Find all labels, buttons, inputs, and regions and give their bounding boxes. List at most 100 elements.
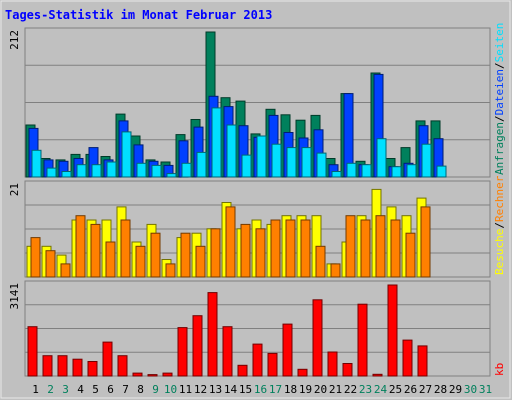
bar-rechner-day-9 [151,233,160,277]
bar-kb-day-22 [343,364,352,377]
x-label-day-24: 24 [374,383,388,396]
bar-kb-day-6 [103,342,112,376]
x-label-day-13: 13 [209,383,222,396]
legend-separator: / [493,115,506,122]
bar-kb-day-7 [118,356,127,376]
bar-rechner-day-16 [256,229,265,277]
bar-seiten-day-10 [167,174,176,177]
legend-kb: kb [493,363,506,376]
x-label-day-23: 23 [359,383,372,396]
bar-rechner-day-14 [226,207,235,277]
bar-rechner-day-11 [181,233,190,277]
bar-seiten-day-23 [362,165,371,177]
bar-kb-day-24 [373,374,382,376]
legend-item-rechner: Rechner [493,175,506,222]
x-label-day-30: 30 [464,383,477,396]
bar-rechner-day-20 [316,246,325,277]
bar-rechner-day-26 [406,233,415,277]
panel-visits: 21 [8,181,490,277]
bar-seiten-day-3 [62,172,71,178]
bar-kb-day-18 [283,324,292,376]
legend-item-besuche: Besuche [493,229,506,275]
x-label-day-29: 29 [449,383,462,396]
legend-separator: / [493,62,506,69]
bar-seiten-day-8 [137,163,146,177]
bar-rechner-day-7 [121,220,130,277]
bar-seiten-day-14 [227,125,236,177]
x-label-day-4: 4 [77,383,84,396]
legend-hits: Anfragen/Dateien/Seiten [493,23,506,175]
x-label-day-16: 16 [254,383,267,396]
x-label-day-5: 5 [92,383,99,396]
bar-seiten-day-22 [347,163,356,177]
bar-seiten-day-21 [332,172,341,178]
bar-rechner-day-25 [391,220,400,277]
y-max-label: 21 [8,183,21,196]
bar-kb-day-15 [238,365,247,376]
panel-hits: 212 [8,28,490,177]
legend-separator: / [493,222,506,229]
bar-rechner-day-24 [376,216,385,277]
bar-kb-day-9 [148,375,157,376]
x-label-day-25: 25 [389,383,402,396]
bar-seiten-day-16 [257,136,266,177]
bar-kb-day-19 [298,369,307,376]
bar-rechner-day-15 [241,224,250,277]
x-label-day-28: 28 [434,383,447,396]
bar-seiten-day-13 [212,108,221,177]
bar-kb-day-4 [73,359,82,376]
bar-rechner-day-19 [301,220,310,277]
bar-seiten-day-2 [47,168,56,177]
y-max-label: 212 [8,30,21,50]
bar-seiten-day-17 [272,144,281,177]
bar-seiten-day-27 [422,144,431,177]
bar-seiten-day-28 [437,166,446,177]
legend-top-text: Anfragen/Dateien/Seiten [493,23,506,175]
bar-rechner-day-3 [61,264,70,277]
bar-seiten-day-7 [122,132,131,177]
bar-kb-day-25 [388,285,397,376]
legend-item-dateien: Dateien [493,69,506,115]
bar-kb-day-3 [58,356,67,376]
x-label-day-19: 19 [299,383,312,396]
bar-rechner-day-5 [91,224,100,277]
bar-seiten-day-1 [32,150,41,177]
bar-seiten-day-4 [77,165,86,177]
x-label-day-12: 12 [194,383,207,396]
bar-rechner-day-6 [106,242,115,277]
legend-bot-text: kb [493,363,506,376]
bar-kb-day-2 [43,356,52,376]
panel-kb: 3141 [8,281,490,376]
bar-rechner-day-17 [271,220,280,277]
bar-seiten-day-15 [242,155,251,177]
bar-rechner-day-27 [421,207,430,277]
bar-seiten-day-5 [92,165,101,177]
x-label-day-22: 22 [344,383,357,396]
bar-rechner-day-12 [196,246,205,277]
bar-seiten-day-18 [287,148,296,177]
bar-rechner-day-21 [331,264,340,277]
bar-seiten-day-12 [197,152,206,177]
bar-seiten-day-6 [107,162,116,177]
bar-kb-day-16 [253,344,262,376]
y-max-label: 3141 [8,283,21,310]
bar-kb-day-20 [313,300,322,376]
x-label-day-6: 6 [107,383,114,396]
x-label-day-9: 9 [152,383,159,396]
x-label-day-15: 15 [239,383,252,396]
x-label-day-3: 3 [62,383,69,396]
legend-visits: Besuche/Rechner [493,175,506,275]
bar-rechner-day-18 [286,220,295,277]
x-label-day-10: 10 [164,383,177,396]
x-label-day-27: 27 [419,383,432,396]
bar-kb-day-10 [163,373,172,376]
x-label-day-14: 14 [224,383,238,396]
bar-kb-day-13 [208,293,217,376]
x-label-day-1: 1 [32,383,39,396]
bar-kb-day-21 [328,352,337,376]
x-label-day-31: 31 [479,383,492,396]
bar-kb-day-26 [403,340,412,376]
bar-kb-day-27 [418,346,427,376]
bar-rechner-day-22 [346,216,355,277]
